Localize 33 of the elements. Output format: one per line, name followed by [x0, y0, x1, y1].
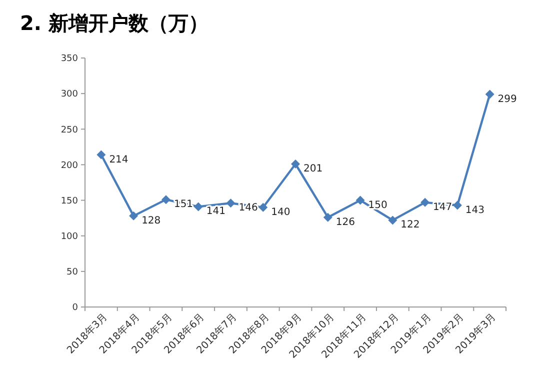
y-tick-label: 0 — [72, 303, 78, 314]
chart-title: 2. 新增开户数（万） — [20, 11, 208, 35]
point — [452, 200, 462, 210]
data-label: 122 — [400, 220, 420, 231]
point — [388, 216, 398, 225]
y-tick-label: 350 — [60, 54, 78, 64]
data-label: 299 — [498, 94, 517, 105]
y-tick-label: 150 — [60, 196, 78, 206]
y-tick-label: 200 — [60, 160, 78, 171]
point — [96, 150, 106, 160]
data-label: 150 — [368, 200, 388, 211]
point — [420, 198, 430, 207]
point — [226, 198, 236, 208]
point — [291, 160, 300, 169]
data-label: 128 — [142, 215, 161, 226]
data-label: 140 — [271, 206, 290, 218]
point — [485, 90, 494, 99]
point — [356, 196, 365, 205]
y-tick-label: 50 — [66, 268, 78, 278]
y-tick-label: 100 — [60, 232, 78, 242]
point — [323, 212, 332, 222]
y-tick-label: 250 — [60, 125, 78, 136]
data-label: 214 — [109, 154, 128, 166]
data-label: 143 — [465, 204, 485, 216]
point — [194, 202, 203, 212]
point — [129, 211, 138, 220]
data-label: 147 — [433, 202, 452, 213]
y-tick-label: 300 — [60, 90, 78, 100]
point — [161, 195, 170, 204]
point — [258, 202, 268, 212]
data-label: 201 — [304, 164, 323, 175]
data-label: 141 — [206, 206, 226, 218]
data-label: 126 — [336, 216, 355, 228]
